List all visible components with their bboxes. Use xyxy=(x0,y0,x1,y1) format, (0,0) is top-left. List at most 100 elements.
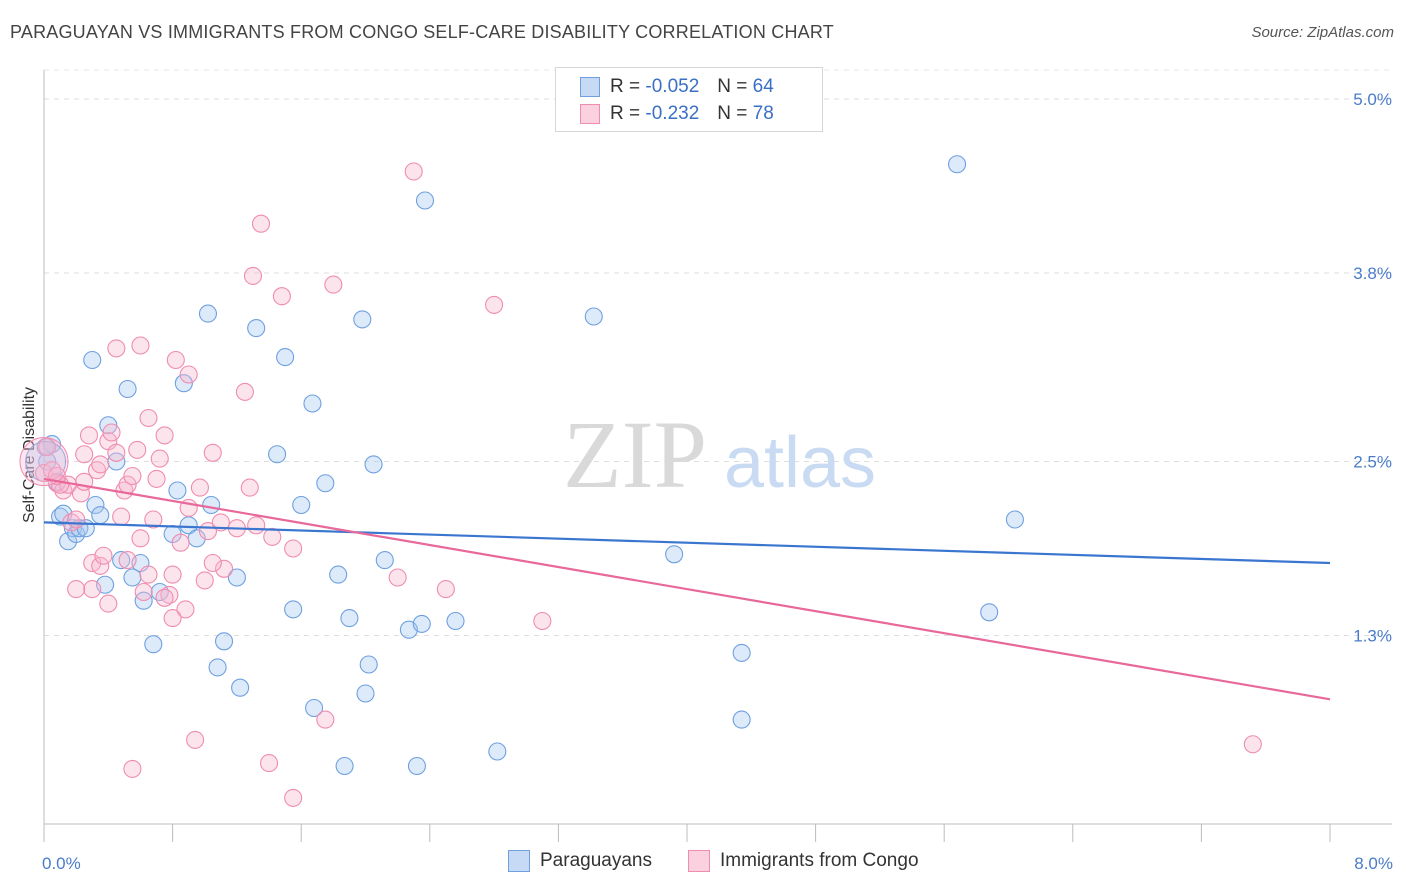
paraguayans-point xyxy=(980,603,999,622)
congo-point xyxy=(91,556,110,575)
congo-point xyxy=(131,529,150,548)
paraguayans-point xyxy=(305,698,324,718)
watermark-atlas: atlas xyxy=(724,423,876,503)
legend-swatch-paraguayans xyxy=(508,850,530,872)
congo-point xyxy=(247,516,266,535)
congo-point xyxy=(144,510,163,529)
congo-point xyxy=(99,594,118,613)
paraguayans-point xyxy=(316,474,335,493)
congo-point xyxy=(214,559,234,578)
congo-point xyxy=(316,710,335,729)
congo-point xyxy=(171,533,190,552)
congo-point xyxy=(139,408,158,428)
congo-point xyxy=(128,440,147,459)
congo-point xyxy=(112,507,131,526)
paraguayans-point xyxy=(359,655,378,674)
congo-point xyxy=(123,466,142,486)
legend-n-label: N = xyxy=(717,76,748,97)
congo-point xyxy=(404,162,423,181)
chart-title: PARAGUAYAN VS IMMIGRANTS FROM CONGO SELF… xyxy=(10,22,834,42)
congo-point xyxy=(284,788,303,807)
legend-r-label: R = xyxy=(610,103,641,124)
paraguayans-point xyxy=(91,506,110,525)
congo-point xyxy=(139,565,158,584)
paraguayans-point xyxy=(292,495,311,515)
congo-point xyxy=(243,266,263,285)
legend-item-paraguayans[interactable]: Paraguayans xyxy=(508,850,652,872)
congo-point xyxy=(87,461,107,480)
paraguayans-point xyxy=(407,756,426,776)
series-paraguayans xyxy=(25,155,1024,776)
grid-lines xyxy=(44,69,1392,636)
congo-point xyxy=(38,437,57,457)
congo-cluster xyxy=(19,437,69,486)
congo-point xyxy=(251,214,271,233)
congo-point xyxy=(155,426,174,445)
paraguayans-point xyxy=(356,684,375,703)
paraguayans-point xyxy=(38,452,57,471)
congo-point xyxy=(102,423,121,442)
legend-r-label: R = xyxy=(610,76,641,97)
paraguayans-point xyxy=(112,551,131,570)
congo-point xyxy=(436,580,455,599)
congo-point xyxy=(240,478,259,497)
congo-trend-line xyxy=(43,477,1331,701)
paraguayans-point xyxy=(247,319,266,338)
legend-item-congo[interactable]: Immigrants from Congo xyxy=(688,850,919,872)
congo-point xyxy=(166,350,185,370)
congo-point xyxy=(235,382,254,401)
congo-point xyxy=(83,580,102,599)
paraguayans-point xyxy=(412,614,431,633)
legend-r-value: -0.232 xyxy=(645,103,700,124)
congo-point xyxy=(160,585,179,604)
congo-point xyxy=(485,295,504,314)
paraguayans-point xyxy=(375,551,394,570)
paraguayans-point xyxy=(665,545,684,564)
watermark: ZIP atlas xyxy=(563,401,876,508)
legend-swatch-congo xyxy=(688,850,710,872)
x-tick-label: 0.0% xyxy=(42,854,81,873)
paraguayans-trend-line xyxy=(43,521,1331,565)
congo-point xyxy=(259,754,279,773)
congo-point xyxy=(134,582,153,602)
congo-point xyxy=(67,580,86,599)
congo-point xyxy=(79,426,99,445)
y-tick-label: 2.5% xyxy=(1353,453,1392,472)
congo-point xyxy=(118,551,137,570)
paraguayans-point xyxy=(353,310,372,329)
congo-point xyxy=(388,568,407,587)
paraguayans-point xyxy=(268,445,287,464)
paraguayans-point xyxy=(364,455,383,474)
legend-swatch-paraguayans xyxy=(580,77,600,97)
paraguayans-point xyxy=(86,495,105,515)
congo-point xyxy=(179,365,198,384)
paraguayans-point xyxy=(340,609,359,628)
congo-point xyxy=(147,469,166,488)
legend-label-paraguayans: Paraguayans xyxy=(540,850,652,871)
paraguayans-point xyxy=(276,348,295,367)
congo-point xyxy=(176,600,195,619)
watermark-zip: ZIP xyxy=(563,401,707,508)
series-legend: Paraguayans Immigrants from Congo xyxy=(0,850,1406,880)
legend-n-value: 78 xyxy=(752,103,774,124)
paraguayans-point xyxy=(948,155,967,174)
axes xyxy=(43,70,1392,842)
congo-point xyxy=(324,275,343,294)
paraguayans-point xyxy=(174,374,193,393)
x-tick-label: 8.0% xyxy=(1354,854,1393,873)
paraguayans-point xyxy=(446,611,465,631)
paraguayans-point xyxy=(83,350,102,370)
legend-row-congo: R = -0.232 N = 78 xyxy=(580,101,774,127)
congo-point xyxy=(107,339,126,358)
paraguayans-point xyxy=(144,635,163,654)
congo-point xyxy=(203,553,222,573)
congo-point xyxy=(195,571,214,590)
congo-point xyxy=(1243,735,1262,754)
paraguayans-point xyxy=(202,495,221,515)
paraguayans-point xyxy=(303,394,322,413)
y-tick-label: 3.8% xyxy=(1353,264,1392,283)
congo-point xyxy=(163,565,182,584)
legend-label-congo: Immigrants from Congo xyxy=(720,850,919,871)
congo-point xyxy=(203,443,222,462)
